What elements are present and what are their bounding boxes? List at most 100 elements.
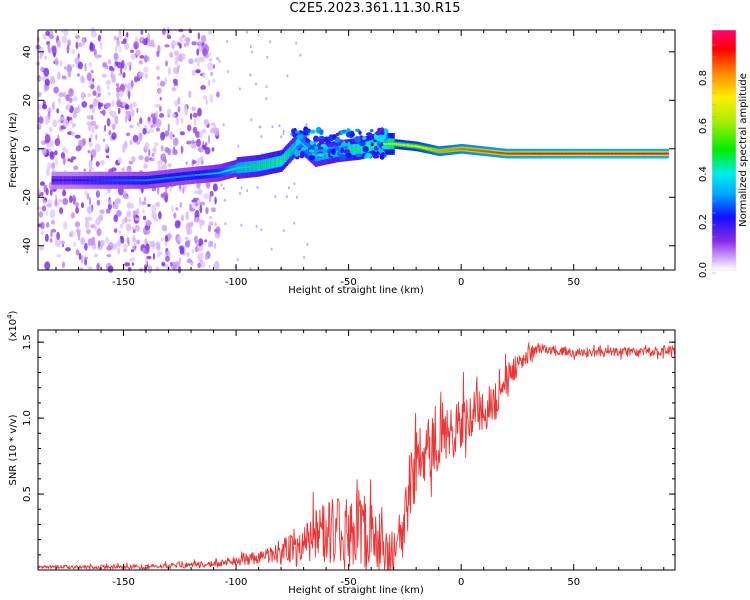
noise-speck: [150, 158, 155, 162]
ridge-core: [289, 151, 291, 154]
noise-speck: [144, 196, 146, 202]
noise-speck: [61, 146, 67, 153]
noise-speck: [246, 189, 249, 192]
ridge-blob: [375, 137, 382, 141]
noise-speck: [56, 39, 62, 48]
noise-speck: [182, 34, 185, 38]
colorbar-tick-label: 0.2: [698, 214, 709, 230]
ridge-core: [386, 142, 388, 145]
ridge-core: [254, 165, 256, 168]
noise-speck: [202, 71, 206, 79]
noise-speck: [129, 139, 133, 146]
noise-speck: [204, 253, 208, 261]
noise-speck: [211, 207, 216, 213]
noise-speck: [88, 61, 92, 68]
noise-speck: [164, 77, 168, 85]
ridge-core: [71, 179, 74, 182]
noise-speck: [122, 72, 126, 79]
noise-speck: [156, 50, 160, 57]
ridge-core: [595, 152, 598, 155]
x-tick-label: 0: [458, 577, 464, 588]
ridge-blob: [372, 154, 380, 159]
noise-speck: [218, 59, 221, 63]
noise-speck: [84, 256, 88, 260]
noise-speck: [255, 82, 257, 86]
noise-speck: [205, 99, 208, 105]
ridge-core: [406, 144, 409, 147]
noise-speck: [152, 252, 156, 260]
noise-speck: [151, 204, 157, 214]
noise-speck: [186, 251, 190, 258]
ridge-core: [570, 152, 572, 155]
ridge-core: [181, 175, 183, 178]
ridge-core: [325, 152, 328, 155]
noise-speck: [271, 125, 274, 129]
noise-speck: [49, 209, 56, 219]
ridge-core: [432, 148, 434, 151]
noise-speck: [173, 50, 180, 57]
noise-speck: [39, 55, 42, 60]
noise-speck: [131, 262, 135, 266]
ridge-core: [209, 172, 212, 175]
noise-speck: [208, 58, 213, 62]
ridge-core: [452, 148, 455, 151]
noise-speck: [133, 41, 140, 50]
ridge-core: [448, 149, 451, 152]
noise-speck: [84, 221, 90, 229]
y-tick-label: -40: [22, 238, 33, 254]
noise-speck: [155, 118, 162, 128]
noise-speck: [223, 198, 226, 202]
ridge-core: [464, 148, 467, 151]
ridge-core: [233, 167, 236, 170]
noise-speck: [172, 113, 176, 118]
ridge-core: [402, 143, 405, 146]
ridge-core: [355, 148, 357, 151]
ridge-core: [468, 148, 471, 151]
noise-speck: [54, 57, 59, 67]
ridge-core: [603, 152, 606, 155]
ridge-core: [56, 179, 59, 182]
noise-speck: [109, 198, 112, 205]
noise-speck: [202, 48, 208, 57]
ridge-core: [133, 179, 136, 182]
ridge-core: [82, 179, 85, 182]
noise-speck: [51, 45, 57, 52]
ridge-core: [55, 179, 58, 182]
noise-speck: [169, 131, 174, 140]
ridge-core: [90, 179, 93, 182]
ridge-core: [439, 150, 441, 153]
ridge-core: [66, 179, 68, 182]
ridge-core: [98, 179, 101, 182]
ridge-core: [508, 152, 510, 155]
ridge-core: [105, 179, 108, 182]
ridge-blob: [332, 134, 337, 140]
noise-speck: [66, 149, 69, 155]
ridge-core: [489, 150, 491, 153]
snr-x-ticks: -150 -100 -50 0 50: [55, 330, 665, 588]
ridge-core: [397, 143, 399, 146]
noise-speck: [127, 90, 131, 100]
noise-speck: [76, 73, 80, 77]
ridge-core: [260, 164, 263, 167]
ridge-core: [390, 142, 393, 145]
ridge-blob: [375, 130, 381, 136]
noise-speck: [75, 229, 82, 233]
ridge-core: [510, 152, 513, 155]
noise-speck: [198, 243, 202, 247]
noise-speck: [192, 126, 198, 134]
ridge-core: [156, 178, 159, 181]
noise-speck: [56, 108, 60, 114]
noise-speck: [110, 110, 117, 118]
noise-speck: [67, 39, 71, 47]
ridge-core: [556, 152, 559, 155]
ridge-blob: [345, 152, 352, 158]
noise-speck: [118, 186, 124, 196]
noise-speck: [121, 60, 125, 69]
noise-speck: [118, 46, 122, 53]
noise-speck: [131, 226, 135, 231]
noise-speck: [194, 159, 200, 167]
ridge-core: [287, 152, 290, 155]
ridge-core: [175, 176, 178, 179]
ridge-core: [137, 179, 140, 182]
ridge-core: [610, 152, 613, 155]
